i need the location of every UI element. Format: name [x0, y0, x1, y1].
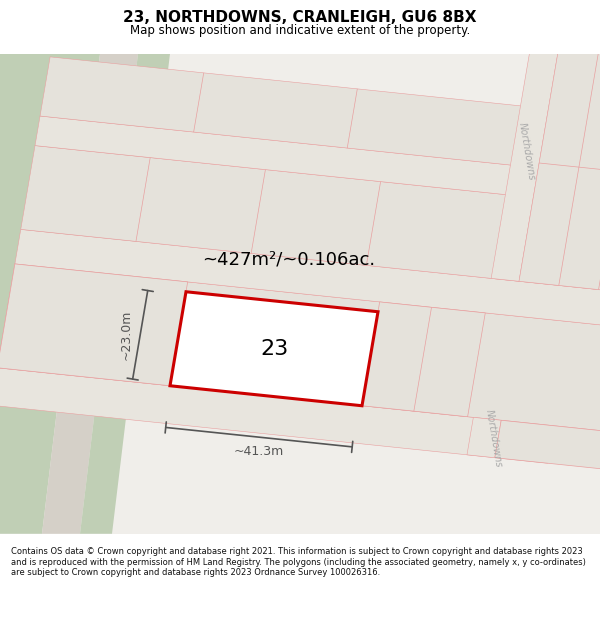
Text: ~23.0m: ~23.0m — [120, 309, 133, 360]
Polygon shape — [495, 420, 600, 473]
Polygon shape — [491, 32, 561, 281]
Polygon shape — [0, 264, 600, 436]
Text: Northdowns: Northdowns — [517, 122, 537, 181]
Polygon shape — [35, 116, 600, 214]
Text: Contains OS data © Crown copyright and database right 2021. This information is : Contains OS data © Crown copyright and d… — [11, 548, 586, 577]
Text: 23, NORTHDOWNS, CRANLEIGH, GU6 8BX: 23, NORTHDOWNS, CRANLEIGH, GU6 8BX — [123, 10, 477, 25]
Polygon shape — [42, 54, 138, 534]
Polygon shape — [519, 35, 600, 294]
Polygon shape — [0, 54, 600, 534]
Polygon shape — [21, 146, 600, 298]
Text: Map shows position and indicative extent of the property.: Map shows position and indicative extent… — [130, 24, 470, 36]
Polygon shape — [0, 366, 554, 463]
Text: ~41.3m: ~41.3m — [234, 444, 284, 458]
Polygon shape — [467, 418, 501, 457]
Text: ~427m²/~0.106ac.: ~427m²/~0.106ac. — [203, 251, 376, 269]
Polygon shape — [0, 264, 188, 386]
Polygon shape — [0, 54, 100, 534]
Polygon shape — [170, 292, 378, 406]
Polygon shape — [15, 229, 600, 332]
Polygon shape — [362, 302, 485, 417]
Polygon shape — [40, 57, 600, 184]
Polygon shape — [80, 54, 170, 534]
Text: Northdowns: Northdowns — [484, 409, 503, 468]
Text: 23: 23 — [260, 339, 288, 359]
